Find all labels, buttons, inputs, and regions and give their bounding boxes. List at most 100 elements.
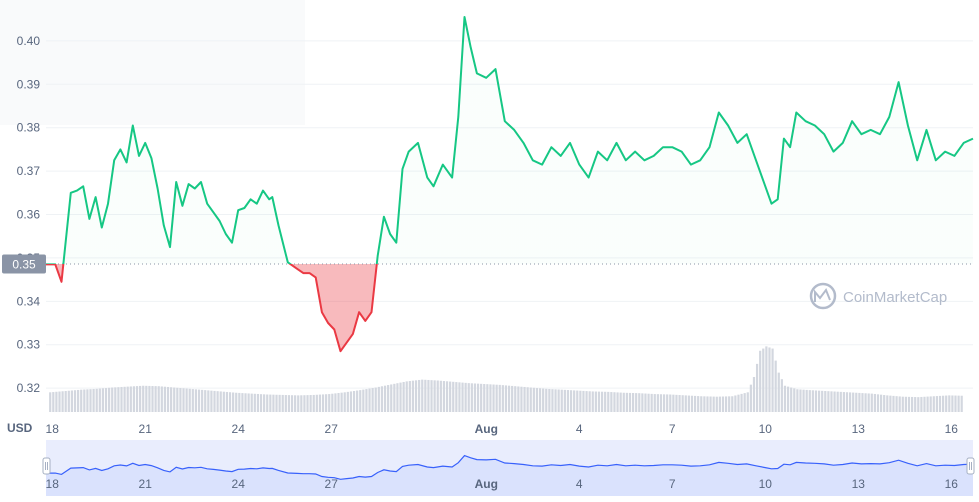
volume-bar — [604, 391, 607, 412]
volume-bar — [830, 391, 833, 412]
volume-bar — [790, 387, 793, 412]
volume-bar — [402, 381, 405, 412]
volume-bar — [650, 393, 653, 412]
navigator-left-handle[interactable] — [42, 457, 51, 475]
volume-bar — [126, 386, 129, 412]
volume-bar — [734, 395, 737, 412]
x-tick-label: 13 — [852, 422, 866, 436]
volume-bar — [61, 391, 64, 412]
volume-bar — [740, 393, 743, 412]
volume-bar — [315, 394, 318, 412]
volume-bar — [824, 391, 827, 412]
volume-bar — [101, 388, 105, 412]
range-navigator[interactable]: 18 21 24 27 Aug 4 7 10 13 16 — [42, 440, 975, 496]
volume-bar — [573, 390, 576, 412]
volume-bar — [706, 396, 709, 412]
navigator-tick-label: 10 — [759, 477, 773, 491]
volume-bar — [306, 395, 309, 412]
volume-bar — [92, 388, 95, 412]
volume-bar — [284, 395, 287, 412]
volume-bar — [755, 363, 759, 412]
volume-bar — [907, 396, 911, 412]
volume-bar — [588, 391, 591, 412]
volume-bar — [585, 391, 588, 412]
volume-bar — [157, 386, 160, 412]
volume-bar — [238, 392, 241, 412]
volume-bar — [904, 396, 907, 412]
price-area — [46, 17, 973, 352]
volume-bar — [538, 388, 542, 412]
volume-bar — [470, 383, 473, 412]
volume-bar — [173, 387, 176, 412]
volume-bar — [836, 391, 839, 412]
volume-bar — [83, 389, 86, 412]
volume-bar — [873, 393, 876, 412]
volume-bar — [833, 391, 836, 412]
x-axis-ticks: 18 21 24 27 Aug 4 7 10 13 16 — [46, 422, 959, 436]
volume-bar — [852, 392, 855, 412]
volume-bar — [430, 380, 433, 412]
volume-bar — [656, 394, 659, 412]
volume-bar — [216, 391, 219, 412]
volume-bar — [390, 384, 393, 412]
volume-bar — [148, 385, 151, 412]
x-tick-label: 10 — [759, 422, 773, 436]
volume-bar — [108, 387, 111, 412]
volume-bar — [201, 389, 204, 412]
volume-bar — [52, 392, 55, 412]
volume-bar — [780, 379, 783, 412]
navigator-tick-label: 4 — [576, 477, 583, 491]
y-axis-ticks: 0.400.390.380.370.360.350.340.330.32 — [17, 34, 41, 395]
volume-bar — [250, 393, 253, 412]
volume-bar — [827, 391, 830, 412]
volume-bar — [290, 395, 294, 412]
volume-bar — [356, 390, 359, 412]
volume-bar — [752, 377, 756, 412]
volume-bar — [622, 392, 625, 412]
volume-bar — [176, 387, 179, 412]
volume-bar — [932, 396, 935, 412]
volume-bar — [232, 392, 235, 412]
price-area-green — [63, 17, 973, 264]
volume-bar — [839, 391, 842, 412]
navigator-x-ticks: 18 21 24 27 Aug 4 7 10 13 16 — [46, 477, 959, 491]
volume-bar — [948, 395, 951, 412]
volume-bar — [929, 396, 932, 412]
volume-bar — [359, 390, 362, 412]
volume-bars — [49, 346, 963, 412]
volume-bar — [554, 389, 557, 412]
y-tick-label: 0.37 — [17, 164, 41, 178]
volume-bar — [480, 383, 483, 412]
volume-bar — [337, 393, 340, 412]
volume-bar — [728, 396, 731, 412]
volume-bar — [625, 392, 628, 412]
volume-bar — [845, 392, 849, 412]
volume-bar — [414, 380, 418, 412]
volume-bar — [241, 393, 244, 412]
volume-bar — [343, 392, 346, 412]
volume-bar — [681, 395, 684, 412]
volume-bar — [895, 396, 898, 412]
volume-bar — [715, 396, 718, 412]
volume-bar — [380, 386, 384, 412]
volume-bar — [473, 383, 477, 412]
volume-bar — [526, 387, 529, 412]
volume-bar — [64, 391, 67, 412]
navigator-right-handle[interactable] — [966, 457, 975, 475]
volume-bar — [520, 386, 523, 412]
volume-bar — [886, 395, 889, 412]
volume-bar — [411, 380, 415, 412]
volume-bar — [318, 394, 322, 412]
volume-bar — [535, 388, 539, 412]
volume-bar — [861, 393, 864, 412]
volume-bar — [619, 392, 622, 412]
volume-bar — [266, 394, 269, 412]
volume-bar — [340, 392, 343, 412]
volume-bar — [455, 382, 458, 412]
x-tick-label: 24 — [232, 422, 246, 436]
volume-bar — [858, 392, 861, 412]
volume-bar — [445, 381, 449, 412]
volume-bar — [641, 393, 644, 412]
volume-bar — [476, 383, 480, 412]
